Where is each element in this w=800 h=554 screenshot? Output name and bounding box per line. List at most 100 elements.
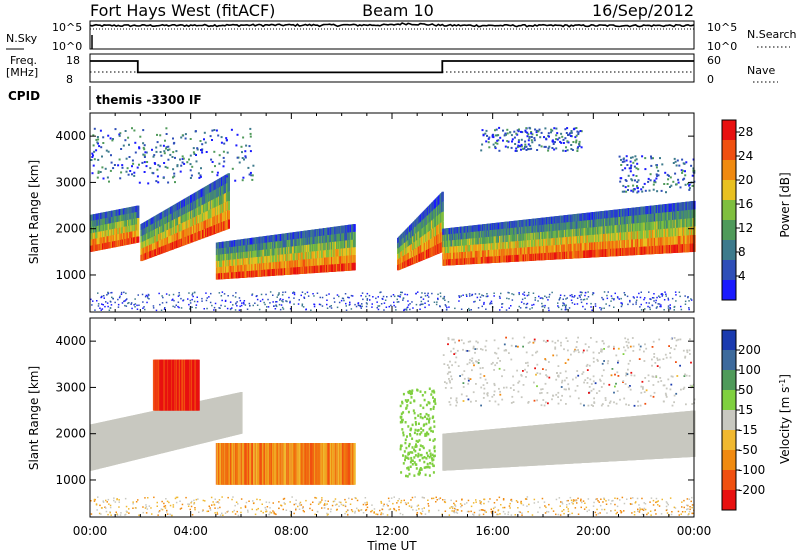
noise-panel-frame	[89, 20, 695, 50]
velocity-near-range-noise	[90, 496, 695, 517]
velocity-green-patches	[399, 387, 437, 478]
range-tick-label: 1000	[55, 473, 86, 487]
velocity-axes: 1000 2000 3000 4000	[55, 318, 695, 517]
cpid-label: CPID	[8, 89, 40, 103]
colorbar-swatch	[722, 180, 736, 201]
colorbar-swatch	[722, 120, 736, 141]
velocity-colorbar-swatch	[722, 430, 736, 451]
power-colorbar-tick-label: 20	[738, 173, 753, 187]
range-tick-label: 4000	[55, 334, 86, 348]
colorbar-swatch	[722, 140, 736, 161]
time-tick-label: 04:00	[173, 524, 208, 538]
time-tick-label: 00:00	[677, 524, 712, 538]
power-colorbar: 4 8 12 16 20 24 28	[721, 119, 753, 301]
range-tick-label: 3000	[55, 380, 86, 394]
header: Fort Hays West (fitACF) Beam 10 16/Sep/2…	[90, 1, 694, 20]
range-tick-label: 2000	[55, 427, 86, 441]
nave-tick-top: 60	[707, 54, 721, 67]
velocity-colorbar-tick-label: -100	[738, 463, 765, 477]
power-colorbar-tick-label: 24	[738, 149, 753, 163]
time-tick-label: 00:00	[73, 524, 108, 538]
time-tick-label: 20:00	[576, 524, 611, 538]
power-colorbar-tick-label: 16	[738, 197, 753, 211]
velocity-feature-3	[442, 410, 696, 471]
colorbar-swatch	[722, 220, 736, 241]
noise-right-tick-top: 10^5	[707, 21, 737, 34]
power-colorbar-tick-label: 4	[738, 269, 746, 283]
velocity-scatter	[90, 336, 696, 517]
noise-right-label: N.Search	[747, 28, 797, 41]
freq-tick-top: 18	[66, 54, 80, 67]
freq-label-line1: Freq.	[10, 54, 37, 67]
velocity-colorbar-frame	[721, 329, 737, 511]
velocity-feature-0	[90, 392, 243, 471]
time-axis-label: Time UT	[366, 539, 417, 553]
time-tick-label: 12:00	[375, 524, 410, 538]
velocity-colorbar: 200 100 50 15 -15 -50 -100 -200	[721, 329, 765, 511]
power-band-0	[90, 205, 140, 252]
velocity-colorbar-swatch	[722, 330, 736, 351]
power-colorbar-label: Power [dB]	[778, 172, 792, 237]
velocity-colorbar-swatch	[722, 390, 736, 411]
power-far-range-patches	[90, 126, 696, 194]
power-axes: 1000 2000 3000 4000	[55, 113, 695, 312]
velocity-colorbar-swatch	[722, 470, 736, 491]
freq-panel: Freq. [MHz] 18 8 60 0 Nave	[6, 53, 778, 86]
velocity-colorbar-tick-label: 200	[738, 343, 761, 357]
velocity-colorbar-swatch	[722, 370, 736, 391]
velocity-feature-2	[215, 443, 356, 485]
velocity-ylabel: Slant Range [km]	[27, 366, 41, 470]
nave-label: Nave	[747, 64, 775, 77]
power-colorbar-tick-label: 8	[738, 245, 746, 259]
velocity-colorbar-tick-label: 50	[738, 383, 753, 397]
colorbar-swatch	[722, 280, 736, 301]
range-tick-label: 4000	[55, 129, 86, 143]
velocity-colorbar-swatch	[722, 490, 736, 511]
colorbar-frame	[721, 119, 737, 301]
freq-line	[90, 60, 694, 74]
cpid-value: themis -3300 IF	[96, 93, 202, 107]
velocity-feature-1	[152, 359, 200, 411]
power-colorbar-tick-label: 28	[738, 125, 753, 139]
nave-tick-bottom: 0	[707, 73, 714, 86]
colorbar-swatch	[722, 160, 736, 181]
noise-sky-line	[89, 22, 695, 28]
colorbar-swatch	[722, 240, 736, 261]
power-band-2	[215, 224, 356, 280]
power-band-1	[140, 173, 230, 262]
time-tick-label: 08:00	[274, 524, 309, 538]
velocity-colorbar-swatch	[722, 410, 736, 431]
velocity-panel: 1000 2000 3000 4000 Slant Range [km] 200 100…	[27, 317, 792, 518]
velocity-colorbar-tick-label: 100	[738, 363, 761, 377]
power-band-3	[397, 191, 444, 271]
power-band-4	[442, 200, 696, 266]
power-near-range-noise	[90, 291, 693, 312]
station-title: Fort Hays West (fitACF)	[90, 1, 275, 20]
freq-label-line2: [MHz]	[6, 66, 38, 79]
velocity-colorbar-tick-label: -200	[738, 483, 765, 497]
noise-left-tick-top: 10^5	[52, 21, 82, 34]
velocity-colorbar-tick-label: 15	[738, 403, 753, 417]
velocity-colorbar-tick-label: -15	[738, 423, 758, 437]
power-scatter	[90, 126, 696, 312]
power-ylabel: Slant Range [km]	[27, 160, 41, 264]
velocity-colorbar-swatch	[722, 350, 736, 371]
time-axis: 00:00 04:00 08:00 12:00 16:00 20:00 00:00	[73, 524, 712, 538]
beam-title: Beam 10	[362, 1, 434, 20]
power-panel: 1000 2000 3000 4000 Slant Range [km] 4 8 12 16…	[27, 112, 792, 313]
freq-tick-bottom: 8	[66, 73, 73, 86]
noise-left-label: N.Sky	[6, 32, 38, 45]
power-colorbar-tick-label: 12	[738, 221, 753, 235]
velocity-far-range-scatter	[442, 336, 696, 407]
velocity-colorbar-label: Velocity [m s-1]	[778, 374, 792, 464]
time-tick-label: 16:00	[475, 524, 510, 538]
date-title: 16/Sep/2012	[592, 1, 694, 20]
noise-left-tick-bottom: 10^0	[52, 40, 82, 53]
freq-panel-frame	[89, 53, 695, 83]
range-tick-label: 3000	[55, 175, 86, 189]
noise-panel: N.Sky 10^5 10^0 10^5 10^0 N.Search	[6, 20, 797, 53]
cpid-panel: CPID themis -3300 IF	[8, 86, 202, 110]
colorbar-swatch	[722, 260, 736, 281]
velocity-colorbar-tick-label: -50	[738, 443, 758, 457]
